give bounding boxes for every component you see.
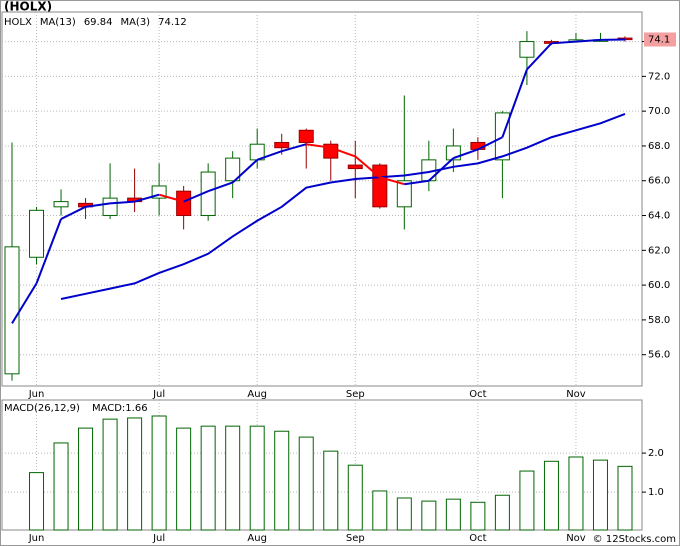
- ma-segment: [232, 159, 258, 184]
- candle-body: [298, 129, 314, 143]
- ma-segment: [134, 193, 160, 203]
- bar: [200, 425, 216, 531]
- bar: [298, 436, 314, 531]
- candle-body: [225, 157, 241, 182]
- y-tick-label: 66.0: [648, 176, 670, 187]
- y-tick-label: 64.0: [648, 211, 670, 222]
- legend-text: 69.84: [84, 17, 113, 28]
- chart-title: (HOLX): [4, 0, 52, 14]
- candle-body: [519, 41, 535, 58]
- ma-segment: [306, 143, 331, 149]
- bar: [274, 430, 290, 531]
- ma-segment: [501, 69, 528, 138]
- bar: [29, 472, 45, 531]
- candle-body: [29, 209, 45, 258]
- y-tick-label: 58.0: [648, 315, 670, 326]
- y-tick-label: 1.0: [648, 487, 664, 498]
- ma-segment: [183, 190, 209, 203]
- bar: [617, 465, 633, 531]
- bar: [445, 498, 461, 531]
- x-tick-label: Jun: [28, 533, 45, 544]
- ma-segment: [354, 155, 381, 179]
- y-tick-label: 68.0: [648, 141, 670, 152]
- bar: [323, 450, 339, 531]
- ma-segment: [330, 146, 356, 158]
- x-tick-label: Oct: [469, 533, 486, 544]
- ma-segment: [281, 143, 307, 153]
- ma-segment: [551, 40, 577, 45]
- ma-segment: [477, 136, 503, 151]
- bar: [519, 470, 535, 531]
- y-tick-label: 56.0: [648, 350, 670, 361]
- ma-segment: [428, 157, 455, 182]
- ma-segment: [85, 202, 111, 208]
- ma-segment: [256, 150, 283, 161]
- candle-body: [176, 190, 192, 217]
- legend-text: 74.12: [158, 17, 187, 28]
- candle-body: [4, 246, 20, 375]
- bar: [568, 456, 584, 531]
- y-tick-label: 2.0: [648, 448, 664, 459]
- ma-segment: [110, 200, 135, 205]
- ma-segment: [379, 176, 405, 186]
- bar: [347, 464, 363, 531]
- x-tick-label: Nov: [566, 389, 586, 400]
- y-tick-label: 60.0: [648, 280, 670, 291]
- bar: [151, 415, 167, 531]
- x-tick-label: Jul: [152, 389, 165, 400]
- y-tick-label: 62.0: [648, 245, 670, 256]
- legend-text: MACD:1.66: [92, 403, 148, 414]
- bar: [396, 497, 412, 531]
- ma-segment: [158, 193, 184, 203]
- y-tick-label: 72.0: [648, 71, 670, 82]
- bar: [102, 418, 118, 531]
- candle-body: [53, 201, 69, 208]
- x-tick-label: Oct: [469, 389, 486, 400]
- ma-segment: [35, 218, 62, 284]
- x-tick-label: Aug: [247, 389, 267, 400]
- x-tick-label: Jul: [152, 533, 165, 544]
- bar: [78, 427, 94, 531]
- ma-segment: [404, 179, 429, 186]
- bar: [421, 500, 437, 531]
- ma-line: [60, 113, 626, 301]
- plot-area: [1, 11, 643, 387]
- x-tick-label: Sep: [346, 533, 365, 544]
- x-tick-label: Sep: [346, 389, 365, 400]
- legend-text: MA(13): [40, 17, 76, 28]
- bar: [543, 460, 559, 531]
- bar: [592, 459, 608, 531]
- candle-body: [274, 141, 290, 149]
- candle-body: [102, 197, 118, 217]
- candle-body: [372, 164, 388, 208]
- bar: [494, 494, 510, 531]
- bar: [127, 417, 143, 531]
- ma-segment: [575, 38, 601, 43]
- last-price-box: [644, 32, 676, 47]
- ma-segment: [60, 205, 87, 220]
- y-tick-label: 70.0: [648, 106, 670, 117]
- ma-segment: [207, 181, 234, 193]
- ma-segment: [526, 42, 553, 71]
- footer: © 12Stocks.com: [593, 534, 676, 545]
- bar: [470, 501, 486, 531]
- legend-text: HOLX: [4, 17, 32, 28]
- x-tick-label: Nov: [566, 533, 586, 544]
- ma-segment: [11, 282, 38, 324]
- ma-segment: [453, 148, 479, 160]
- legend-text: MACD(26,12,9): [4, 403, 80, 414]
- bar: [249, 425, 265, 531]
- bar: [225, 425, 241, 531]
- legend-text: MA(3): [120, 17, 150, 28]
- bar: [53, 442, 69, 531]
- x-tick-label: Jun: [28, 389, 45, 400]
- last-price-label: 74.1: [648, 34, 670, 45]
- bar: [176, 427, 192, 531]
- candle-body: [396, 180, 412, 208]
- x-tick-label: Aug: [247, 533, 267, 544]
- candle-body: [347, 164, 363, 170]
- bar: [372, 490, 388, 531]
